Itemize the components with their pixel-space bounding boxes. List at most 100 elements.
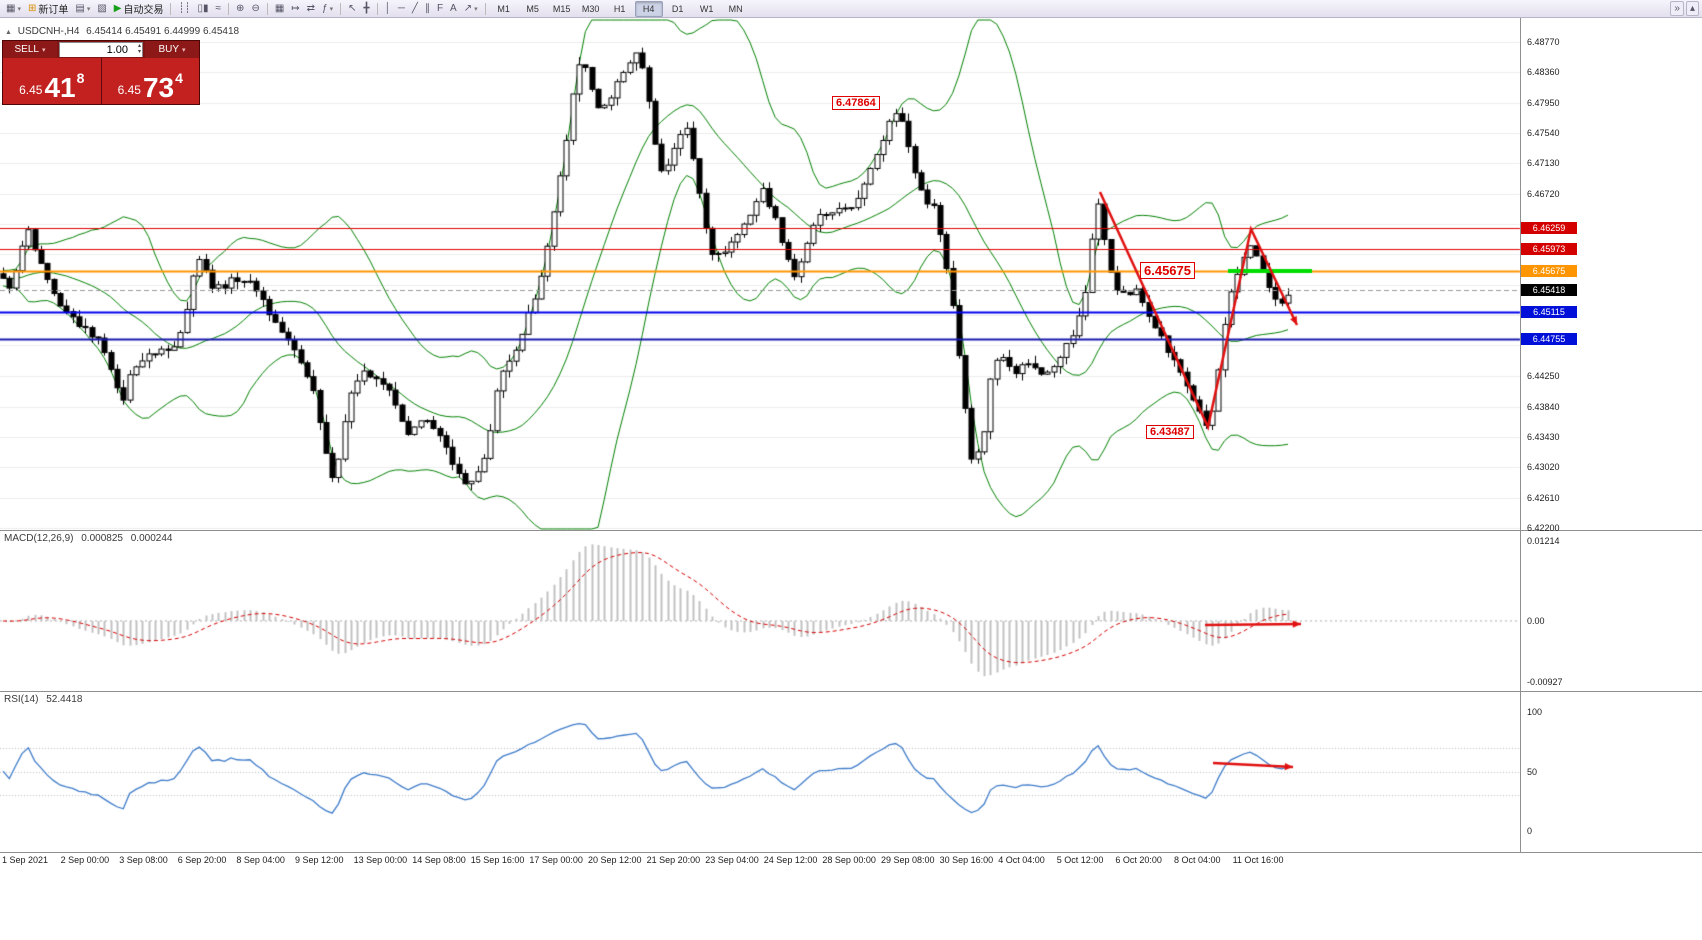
auto-scroll-button[interactable]: ↦ <box>288 1 302 16</box>
time-axis-label: 20 Sep 12:00 <box>588 855 642 865</box>
crosshair-button[interactable]: ╋ <box>361 1 373 16</box>
buy-price-prefix: 6.45 <box>117 83 141 97</box>
rsi-scale-label: 100 <box>1527 707 1543 717</box>
timeframe-M15[interactable]: M15 <box>552 3 571 14</box>
time-axis-label: 21 Sep 20:00 <box>646 855 701 865</box>
symbol-ohlc-line: ▲ USDCNH-,H4 6.45414 6.45491 6.44999 6.4… <box>5 26 239 37</box>
volume-input[interactable] <box>60 42 142 57</box>
zoom-out-button[interactable]: ⊖ <box>248 1 262 16</box>
panel-separator-main-macd[interactable] <box>0 530 1702 531</box>
price-axis-label: 6.42200 <box>1527 523 1560 533</box>
time-axis-label: 8 Sep 04:00 <box>236 855 285 865</box>
autotrading-button[interactable]: ▶ 自动交易 <box>111 1 167 16</box>
new-chart-button[interactable]: ▦ ▾ <box>3 1 24 16</box>
cursor-icon: ↖ <box>348 2 357 14</box>
price-line-tag: 6.44755 <box>1521 333 1577 345</box>
fibonacci-button[interactable]: F <box>434 1 446 16</box>
one-click-trading-panel: SELL ▾ ▴ ▾ BUY ▾ 6.45 41 8 6.45 73 4 <box>2 40 200 105</box>
time-axis-label: 1 Sep 2021 <box>2 855 49 865</box>
autotrading-button-label: 自动交易 <box>123 5 164 16</box>
timeframe-M5[interactable]: M5 <box>526 3 539 14</box>
buy-price-big: 73 <box>142 72 175 104</box>
cursor-button[interactable]: ↖ <box>345 1 359 16</box>
chart-line-button[interactable]: ≈ <box>213 1 225 16</box>
buy-price-button[interactable]: 6.45 73 4 <box>101 58 199 104</box>
dropdown-arrow-icon: ▾ <box>86 5 91 13</box>
chart-bars-button[interactable]: ┊┊ <box>175 1 193 16</box>
time-axis-label: 11 Oct 16:00 <box>1232 855 1284 865</box>
toolbar-separator <box>376 2 378 15</box>
trendline-button[interactable]: ╱ <box>409 1 421 16</box>
zoom-in-icon: ⊕ <box>236 2 245 14</box>
macd-scale-label: 0.00 <box>1527 616 1545 626</box>
price-axis-label: 6.42610 <box>1527 493 1560 503</box>
sell-header-button[interactable]: SELL ▾ <box>3 41 57 58</box>
buy-price-pip: 4 <box>175 70 183 86</box>
timeframe-M30[interactable]: M30 <box>581 3 600 14</box>
time-axis-label: 6 Oct 20:00 <box>1115 855 1162 865</box>
price-axis-label: 6.43430 <box>1527 432 1560 442</box>
rsi-scale-label: 0 <box>1527 826 1533 836</box>
charts-toggle-button[interactable]: ▤ ▾ <box>72 1 93 16</box>
volume-down-icon[interactable]: ▾ <box>137 49 141 55</box>
symbol-text: USDCNH-,H4 <box>17 26 80 37</box>
price-annotation[interactable]: 6.45675 <box>1140 262 1195 279</box>
timeframe-W1[interactable]: W1 <box>699 3 714 14</box>
price-axis-label: 6.46720 <box>1527 189 1560 199</box>
chart-candles-button[interactable]: ▯▮ <box>195 1 212 16</box>
scroll-up-icon: ▴ <box>1689 2 1695 14</box>
vertical-line-button[interactable]: │ <box>382 1 394 16</box>
chart-icon: ▲ <box>5 29 12 36</box>
timeframe-H4[interactable]: H4 <box>634 0 663 17</box>
timeframe-M1[interactable]: M1 <box>497 3 510 14</box>
text-button[interactable]: A <box>447 1 460 16</box>
macd-indicator-label: MACD(12,26,9) 0.000825 0.000244 <box>4 533 177 544</box>
time-axis-label: 9 Sep 12:00 <box>295 855 344 865</box>
toolbar-overflow-button[interactable]: » <box>1670 1 1684 16</box>
channel-icon: ∥ <box>424 2 430 14</box>
macd-name: MACD(12,26,9) <box>4 533 74 544</box>
dropdown-arrow-icon: ▾ <box>329 5 334 13</box>
indicators-icon: ƒ <box>322 2 328 14</box>
price-axis-label: 6.44250 <box>1527 371 1560 381</box>
price-annotation[interactable]: 6.47864 <box>832 96 880 110</box>
arrow-objects-icon: ↗ <box>463 2 473 14</box>
buy-header-button[interactable]: BUY ▾ <box>145 41 199 58</box>
price-annotation[interactable]: 6.43487 <box>1146 425 1194 439</box>
time-axis-label: 8 Oct 04:00 <box>1174 855 1221 865</box>
toolbar-separator <box>170 2 172 15</box>
profiles-button[interactable]: ▧ <box>94 1 109 16</box>
indicators-button[interactable]: ƒ ▾ <box>319 1 336 16</box>
channel-button[interactable]: ∥ <box>422 1 433 16</box>
macd-scale-label: -0.00927 <box>1527 677 1563 687</box>
timeframe-D1[interactable]: D1 <box>671 3 684 14</box>
price-axis-label: 6.48770 <box>1527 37 1560 47</box>
volume-up-icon[interactable]: ▴ <box>137 43 141 49</box>
chart-shift-button[interactable]: ⇄ <box>304 1 318 16</box>
candles-chart-icon: ▯▮ <box>197 2 209 14</box>
scroll-up-button[interactable]: ▴ <box>1685 1 1699 16</box>
buy-label: BUY <box>158 44 180 55</box>
toolbar-separator <box>266 2 268 15</box>
line-chart-icon: ≈ <box>215 2 222 14</box>
sell-label: SELL <box>14 44 39 55</box>
new-order-button[interactable]: ⊞ 新订单 <box>25 1 71 16</box>
time-axis-label: 6 Sep 20:00 <box>177 855 227 865</box>
buy-dropdown-icon: ▾ <box>182 46 186 54</box>
timeframe-MN[interactable]: MN <box>728 3 743 14</box>
time-axis-label: 23 Sep 04:00 <box>705 855 759 865</box>
panel-separator-macd-rsi[interactable] <box>0 691 1702 692</box>
arrow-objects-button[interactable]: ↗ ▾ <box>461 1 481 16</box>
zoom-in-button[interactable]: ⊕ <box>233 1 247 16</box>
timeframe-H1[interactable]: H1 <box>613 3 626 14</box>
sell-price-button[interactable]: 6.45 41 8 <box>3 58 102 104</box>
horizontal-line-button[interactable]: ─ <box>395 1 408 16</box>
macd-value-2: 0.000244 <box>130 533 173 544</box>
tile-windows-button[interactable]: ▦ <box>272 1 287 16</box>
price-axis-label: 6.47950 <box>1527 98 1560 108</box>
volume-field-wrap: ▴ ▾ <box>59 42 143 57</box>
new-chart-icon: ▦ <box>6 2 16 14</box>
trendline-icon: ╱ <box>411 2 418 14</box>
rsi-indicator-label: RSI(14) 52.4418 <box>4 694 87 705</box>
